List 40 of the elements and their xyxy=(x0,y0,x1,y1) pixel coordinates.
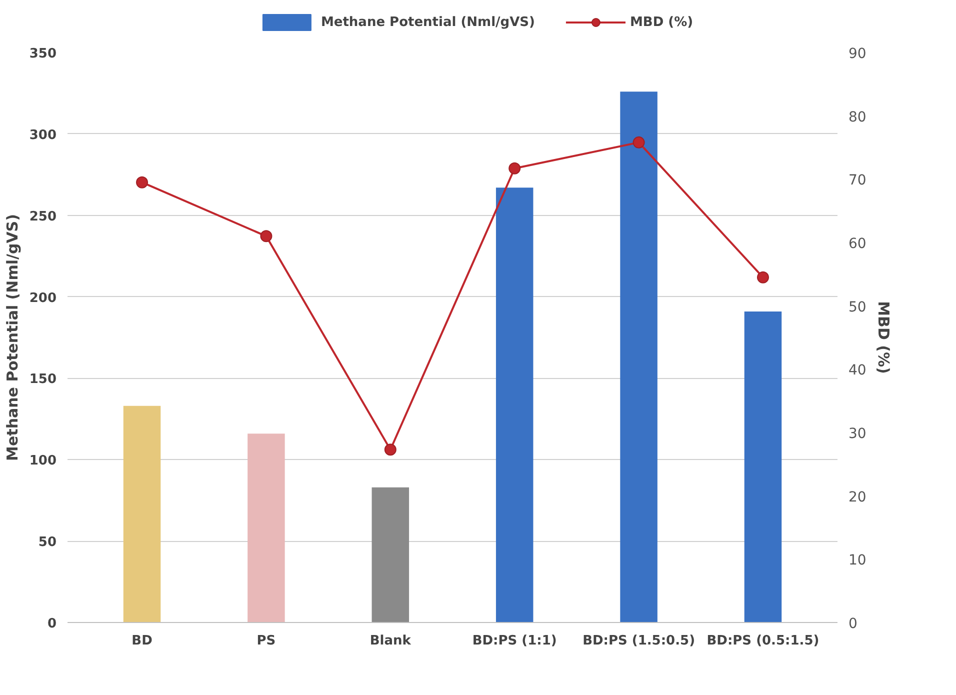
legend-label: Methane Potential (Nml/gVS) xyxy=(320,14,535,30)
y2-tick-label: 50 xyxy=(848,299,866,316)
bar xyxy=(620,92,658,622)
point xyxy=(260,230,272,242)
y-tick-label: 250 xyxy=(29,209,57,224)
y-tick-label: 0 xyxy=(47,616,56,632)
bar xyxy=(744,311,782,622)
point xyxy=(756,271,769,284)
bar xyxy=(248,434,285,622)
y2-tick-label: 60 xyxy=(848,236,866,252)
y-tick-label: 300 xyxy=(29,128,57,143)
y-axis-title: Methane Potential (Nml/gVS) xyxy=(3,214,22,461)
x-tick-label: Blank xyxy=(370,634,412,648)
y-tick-label: 350 xyxy=(29,46,57,62)
point xyxy=(632,136,645,148)
y-tick-label: 100 xyxy=(29,454,57,469)
bar xyxy=(496,188,534,622)
y2-tick-label: 40 xyxy=(848,362,866,379)
y-tick-label: 150 xyxy=(29,372,57,388)
x-tick-label: PS xyxy=(256,634,276,648)
y2-tick-label: 30 xyxy=(848,426,866,442)
x-tick-label: BD xyxy=(132,634,153,648)
y2-tick-label: 90 xyxy=(848,46,866,62)
y2-tick-label: 0 xyxy=(848,616,858,632)
x-tick-label: BD:PS (1:1) xyxy=(472,634,557,648)
legend-label: MBD (%) xyxy=(630,14,694,30)
x-tick-label: BD:PS (0.5:1.5) xyxy=(706,634,820,648)
y-tick-label: 200 xyxy=(29,290,57,306)
x-tick-label: BD:PS (1.5:0.5) xyxy=(582,634,696,648)
point xyxy=(136,176,148,188)
y2-axis-title: MBD (%) xyxy=(874,301,892,374)
y2-tick-label: 70 xyxy=(848,172,866,189)
y-tick-label: 50 xyxy=(38,535,57,550)
point xyxy=(508,162,521,174)
y2-tick-label: 20 xyxy=(848,489,866,506)
bar xyxy=(372,487,410,622)
y2-tick-label: 10 xyxy=(848,552,866,569)
point xyxy=(384,444,396,456)
y2-tick-label: 80 xyxy=(848,109,866,126)
bar xyxy=(123,406,161,622)
